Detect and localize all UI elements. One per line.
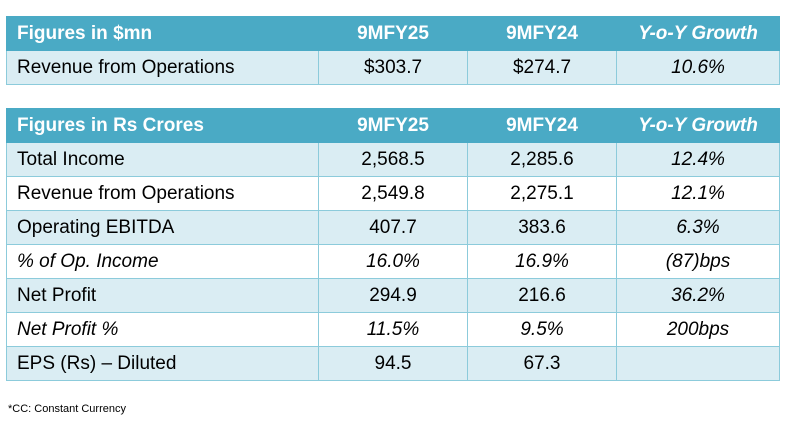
cell-growth: 36.2% <box>616 278 780 313</box>
cell-growth: 12.4% <box>616 142 780 177</box>
cell-9mfy24: 16.9% <box>467 244 617 279</box>
cell-9mfy24: 9.5% <box>467 312 617 347</box>
cell-9mfy25: 407.7 <box>318 210 468 245</box>
cell-9mfy25: 294.9 <box>318 278 468 313</box>
row-label: Revenue from Operations <box>6 50 319 85</box>
header-row: Figures in $mn 9MFY25 9MFY24 Y-o-Y Growt… <box>6 16 780 51</box>
table-row: Net Profit 294.9 216.6 36.2% <box>6 278 780 313</box>
cell-growth: 12.1% <box>616 176 780 211</box>
cell-9mfy25: 94.5 <box>318 346 468 381</box>
cell-growth: 200bps <box>616 312 780 347</box>
table-row: % of Op. Income 16.0% 16.9% (87)bps <box>6 244 780 279</box>
row-label: Total Income <box>6 142 319 177</box>
footnote: *CC: Constant Currency <box>8 403 126 415</box>
cell-9mfy25: 2,568.5 <box>318 142 468 177</box>
header-cell: 9MFY25 <box>318 16 468 51</box>
cell-9mfy24: $274.7 <box>467 50 617 85</box>
cell-9mfy24: 2,285.6 <box>467 142 617 177</box>
header-cell: 9MFY25 <box>318 108 468 143</box>
table-row: EPS (Rs) – Diluted 94.5 67.3 <box>6 346 780 381</box>
cell-9mfy25: $303.7 <box>318 50 468 85</box>
row-label: % of Op. Income <box>6 244 319 279</box>
header-cell: 9MFY24 <box>467 108 617 143</box>
table-row: Revenue from Operations 2,549.8 2,275.1 12.… <box>6 176 780 211</box>
header-cell: Figures in Rs Crores <box>6 108 319 143</box>
cell-9mfy24: 67.3 <box>467 346 617 381</box>
cell-9mfy25: 2,549.8 <box>318 176 468 211</box>
row-label: Net Profit <box>6 278 319 313</box>
row-label: Net Profit % <box>6 312 319 347</box>
cell-9mfy25: 16.0% <box>318 244 468 279</box>
table-row: Total Income 2,568.5 2,285.6 12.4% <box>6 142 780 177</box>
row-label: Revenue from Operations <box>6 176 319 211</box>
table-row: Operating EBITDA 407.7 383.6 6.3% <box>6 210 780 245</box>
cell-9mfy25: 11.5% <box>318 312 468 347</box>
table-row: Net Profit % 11.5% 9.5% 200bps <box>6 312 780 347</box>
cell-growth: 6.3% <box>616 210 780 245</box>
header-cell: 9MFY24 <box>467 16 617 51</box>
table-row: Revenue from Operations $303.7 $274.7 10… <box>6 50 780 85</box>
inr-table: Figures in Rs Crores 9MFY25 9MFY24 Y-o-Y… <box>6 108 780 381</box>
row-label: Operating EBITDA <box>6 210 319 245</box>
cell-growth: (87)bps <box>616 244 780 279</box>
row-label: EPS (Rs) – Diluted <box>6 346 319 381</box>
cell-growth <box>616 346 780 381</box>
header-cell: Y-o-Y Growth <box>616 16 780 51</box>
header-cell: Y-o-Y Growth <box>616 108 780 143</box>
cell-9mfy24: 216.6 <box>467 278 617 313</box>
cell-growth: 10.6% <box>616 50 780 85</box>
header-cell: Figures in $mn <box>6 16 319 51</box>
usd-table: Figures in $mn 9MFY25 9MFY24 Y-o-Y Growt… <box>6 16 780 85</box>
cell-9mfy24: 2,275.1 <box>467 176 617 211</box>
header-row: Figures in Rs Crores 9MFY25 9MFY24 Y-o-Y… <box>6 108 780 143</box>
cell-9mfy24: 383.6 <box>467 210 617 245</box>
